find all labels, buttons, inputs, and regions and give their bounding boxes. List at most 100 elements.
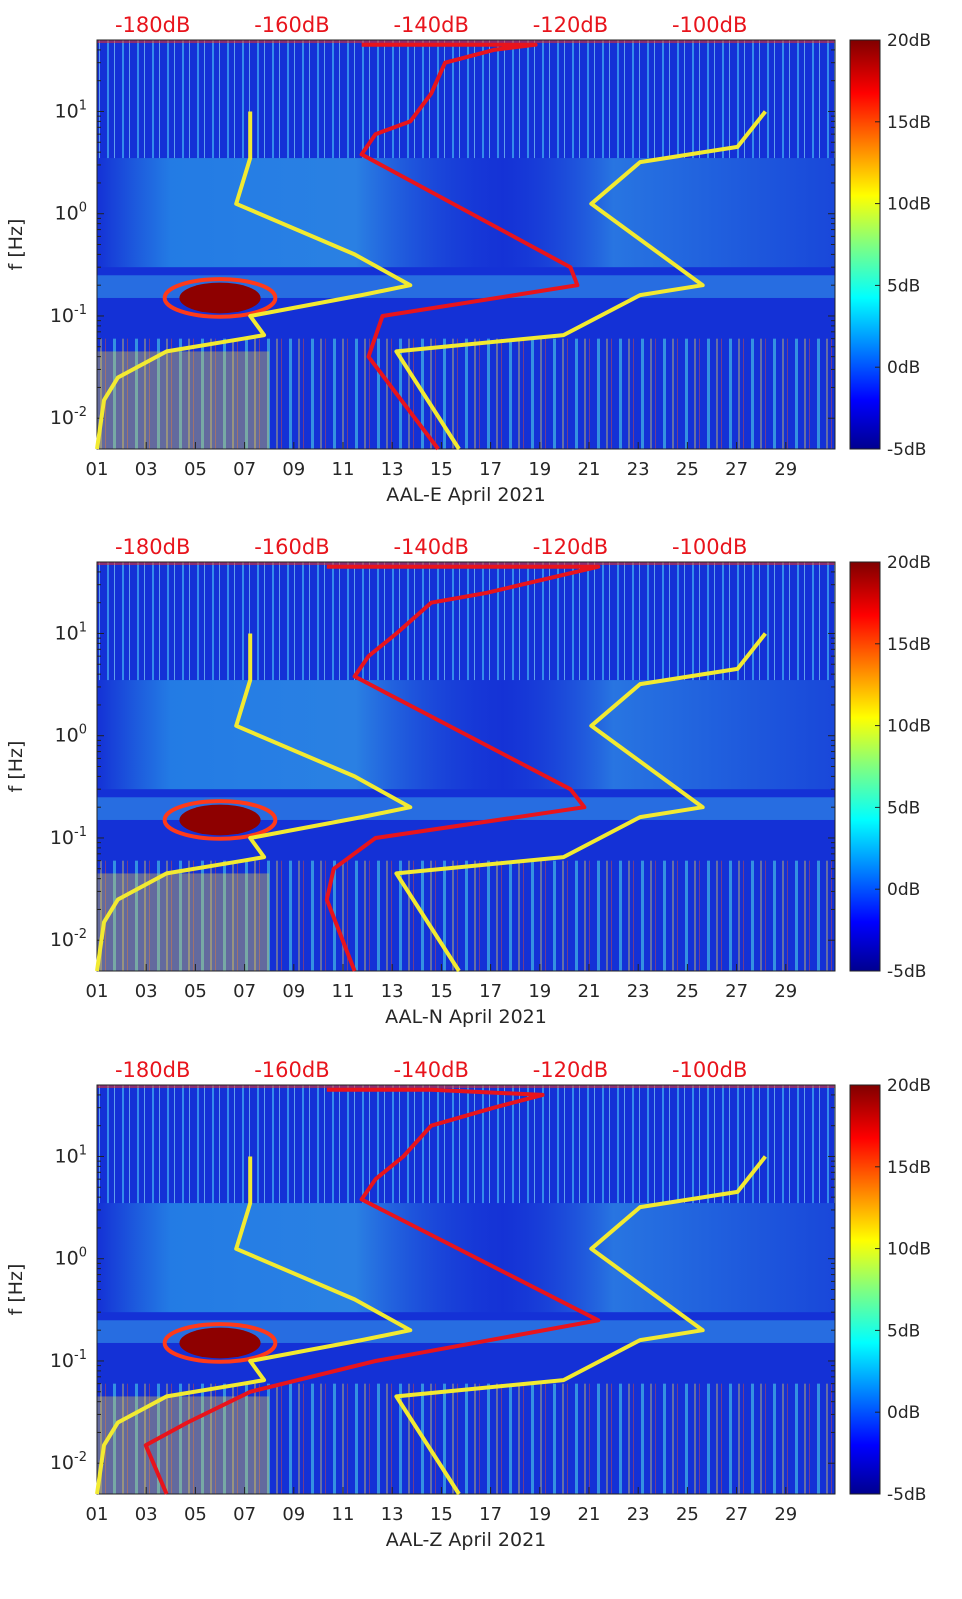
x-tick-label: 09	[282, 459, 305, 480]
x-tick-label: 13	[381, 1504, 404, 1525]
high-frequency-stripes	[97, 40, 835, 159]
top-db-tick-label: -160dB	[254, 1058, 329, 1082]
low-frequency-stripes	[97, 1383, 835, 1494]
top-db-tick-label: -120dB	[533, 13, 608, 37]
colorbar: 20dB 15dB 10dB 5dB 0dB -5dB	[849, 553, 931, 982]
colorbar-tick-label: 5dB	[887, 1321, 920, 1341]
noise-curves	[95, 42, 767, 451]
x-tick-label: 05	[184, 981, 207, 1002]
top-db-tick-label: -180dB	[115, 13, 190, 37]
y-tick-label: 101	[55, 1143, 87, 1167]
storm-energy-halo	[162, 1322, 278, 1364]
x-tick-label: 21	[578, 981, 601, 1002]
colorbar-tick-label: 10dB	[887, 717, 931, 737]
colorbar-tick-label: 15dB	[887, 635, 931, 655]
colorbar-tick-label: 15dB	[887, 1158, 931, 1178]
x-tick-label: 13	[381, 459, 404, 480]
storm-energy-halo	[162, 799, 278, 841]
noise-curves	[95, 1087, 767, 1496]
high-frequency-stripes	[97, 1085, 835, 1204]
colorbar: 20dB 15dB 10dB 5dB 0dB -5dB	[849, 31, 931, 460]
x-tick-label: 23	[627, 1504, 650, 1525]
y-tick-label: 100	[55, 201, 87, 225]
plot-frame	[96, 561, 836, 972]
x-tick-label: 17	[479, 981, 502, 1002]
x-tick-label: 09	[282, 1504, 305, 1525]
noise-model-low-line	[95, 111, 413, 450]
x-tick-label: 27	[725, 459, 748, 480]
noise-model-high-line	[394, 110, 767, 451]
axes: 10-2 10-1 100 101 01 03 05 07 09 11 13 15 17 19 21 23 25…	[5, 535, 836, 1028]
spectrogram-image	[97, 1085, 835, 1494]
x-axis-label: AAL-E April 2021	[386, 484, 546, 506]
y-tick-label: 10-2	[50, 927, 87, 951]
early-month-energy	[97, 1396, 270, 1494]
x-tick-label: 07	[233, 459, 256, 480]
x-tick-label: 19	[528, 1504, 551, 1525]
x-tick-label: 01	[86, 459, 109, 480]
top-db-tick-label: -180dB	[115, 1058, 190, 1082]
noise-model-low-line	[95, 1156, 413, 1495]
plot-frame	[96, 1084, 836, 1495]
x-tick-label: 23	[627, 459, 650, 480]
y-tick-label: 10-2	[50, 405, 87, 429]
x-tick-label: 25	[676, 459, 699, 480]
storm-energy-peak	[179, 1327, 261, 1359]
top-db-tick-label: -140dB	[393, 1058, 468, 1082]
x-tick-label: 23	[627, 981, 650, 1002]
microseism-band	[97, 1203, 835, 1313]
colorbar-tick-label: 20dB	[887, 553, 931, 573]
x-tick-label: 11	[332, 981, 355, 1002]
top-db-tick-label: -100dB	[672, 13, 747, 37]
panel-1: 10-2 10-1 100 101 01 03 05 07 09 11 13 15 17 19 21 23 25…	[5, 13, 931, 506]
low-frequency-stripes	[97, 860, 835, 971]
noise-curves	[95, 564, 767, 973]
nyquist-edge	[97, 40, 835, 43]
noise-model-high-line	[394, 1155, 767, 1496]
spectrogram-image	[97, 40, 835, 449]
nyquist-edge	[97, 1085, 835, 1088]
colorbar-gradient	[849, 39, 881, 450]
top-db-tick-label: -120dB	[533, 535, 608, 559]
y-axis-label: f [Hz]	[5, 219, 27, 271]
x-tick-label: 03	[135, 459, 158, 480]
x-tick-label: 15	[430, 981, 453, 1002]
top-db-tick-label: -140dB	[393, 535, 468, 559]
x-tick-label: 13	[381, 981, 404, 1002]
x-tick-label: 01	[86, 981, 109, 1002]
instrument-noise-line	[143, 1087, 601, 1495]
colorbar-tick-label: 0dB	[887, 1403, 920, 1423]
low-frequency-stripes	[97, 338, 835, 449]
nyquist-edge	[97, 562, 835, 565]
instrument-noise-line	[324, 564, 601, 972]
x-tick-label: 29	[774, 459, 797, 480]
x-tick-label: 03	[135, 981, 158, 1002]
panel-2: 10-2 10-1 100 101 01 03 05 07 09 11 13 15 17 19 21 23 25…	[5, 535, 931, 1028]
x-axis-label: AAL-Z April 2021	[386, 1529, 547, 1551]
y-tick-label: 10-1	[50, 1348, 87, 1372]
top-db-tick-label: -100dB	[672, 535, 747, 559]
x-tick-label: 21	[578, 459, 601, 480]
x-tick-label: 19	[528, 981, 551, 1002]
colorbar-tick-label: -5dB	[887, 440, 926, 460]
panels-layer: 10-2 10-1 100 101 01 03 05 07 09 11 13 15 17 19 21 23 25…	[5, 13, 931, 1551]
colorbar-gradient	[849, 1084, 881, 1495]
x-tick-label: 29	[774, 981, 797, 1002]
top-db-tick-label: -120dB	[533, 1058, 608, 1082]
early-month-energy	[97, 351, 270, 449]
top-db-tick-label: -180dB	[115, 535, 190, 559]
axes: 10-2 10-1 100 101 01 03 05 07 09 11 13 15 17 19 21 23 25…	[5, 13, 836, 506]
x-tick-label: 29	[774, 1504, 797, 1525]
x-tick-label: 27	[725, 981, 748, 1002]
colorbar-tick-label: -5dB	[887, 1485, 926, 1505]
colorbar-tick-label: 20dB	[887, 1076, 931, 1096]
axes: 10-2 10-1 100 101 01 03 05 07 09 11 13 15 17 19 21 23 25…	[5, 1058, 836, 1551]
noise-model-high-line	[394, 632, 767, 973]
early-month-energy	[97, 873, 270, 971]
x-tick-label: 27	[725, 1504, 748, 1525]
top-db-tick-label: -140dB	[393, 13, 468, 37]
y-tick-label: 100	[55, 1246, 87, 1270]
x-tick-label: 03	[135, 1504, 158, 1525]
storm-energy-halo	[162, 277, 278, 319]
x-tick-label: 17	[479, 1504, 502, 1525]
